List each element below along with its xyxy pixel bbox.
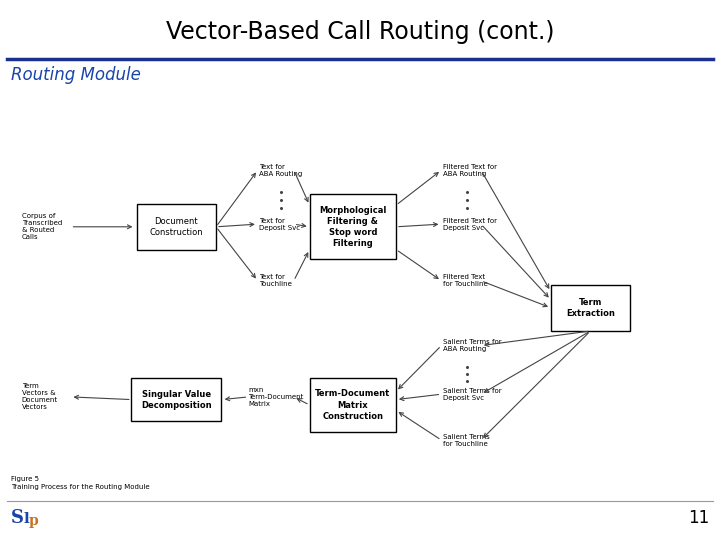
Text: Filtered Text
for Touchline: Filtered Text for Touchline — [443, 274, 487, 287]
Text: Routing Module: Routing Module — [11, 65, 140, 84]
Text: Filtered Text for
Deposit Svc: Filtered Text for Deposit Svc — [443, 218, 497, 231]
FancyBboxPatch shape — [310, 378, 396, 432]
Text: Term
Vectors &
Document
Vectors: Term Vectors & Document Vectors — [22, 383, 58, 410]
Text: Text for
Touchline: Text for Touchline — [259, 274, 292, 287]
Text: Vector-Based Call Routing (cont.): Vector-Based Call Routing (cont.) — [166, 21, 554, 44]
Text: Salient Terms for
ABA Routing: Salient Terms for ABA Routing — [443, 339, 501, 352]
Text: mxn
Term-Document
Matrix: mxn Term-Document Matrix — [248, 387, 304, 407]
Text: 11: 11 — [688, 509, 709, 528]
Text: Corpus of
Transcribed
& Routed
Calls: Corpus of Transcribed & Routed Calls — [22, 213, 62, 240]
Text: Figure 5
Training Process for the Routing Module: Figure 5 Training Process for the Routin… — [11, 476, 150, 490]
Text: Salient Terms
for Touchline: Salient Terms for Touchline — [443, 434, 490, 447]
Text: Text for
ABA Routing: Text for ABA Routing — [259, 164, 302, 177]
Text: Filtered Text for
ABA Routing: Filtered Text for ABA Routing — [443, 164, 497, 177]
Text: Term
Extraction: Term Extraction — [566, 298, 615, 318]
Text: Document
Construction: Document Construction — [150, 217, 203, 237]
Text: Term-Document
Matrix
Construction: Term-Document Matrix Construction — [315, 389, 390, 421]
Text: Salient Terms for
Deposit Svc: Salient Terms for Deposit Svc — [443, 388, 501, 401]
Text: Text for
Deposit Svc: Text for Deposit Svc — [259, 218, 300, 231]
Text: S: S — [11, 509, 24, 528]
Text: Singular Value
Decomposition: Singular Value Decomposition — [141, 389, 212, 410]
Text: p: p — [29, 514, 39, 528]
Text: l: l — [23, 512, 29, 526]
FancyBboxPatch shape — [137, 204, 216, 249]
FancyBboxPatch shape — [132, 378, 222, 421]
Text: Morphological
Filtering &
Stop word
Filtering: Morphological Filtering & Stop word Filt… — [319, 206, 387, 248]
FancyBboxPatch shape — [310, 194, 396, 259]
FancyBboxPatch shape — [551, 285, 630, 330]
